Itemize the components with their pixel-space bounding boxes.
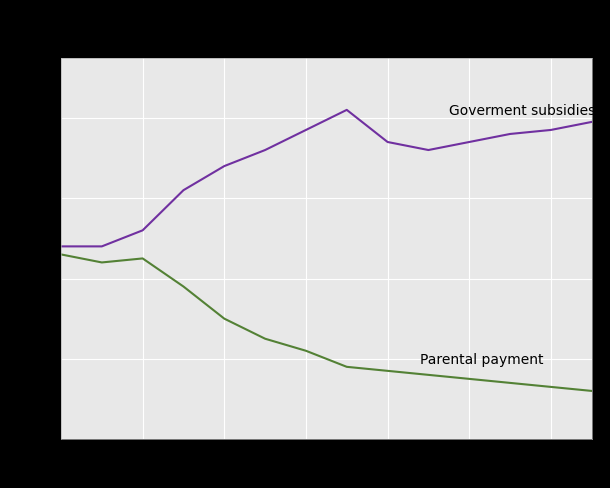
Text: Parental payment: Parental payment <box>420 352 544 366</box>
Text: Goverment subsidies: Goverment subsidies <box>449 103 595 118</box>
